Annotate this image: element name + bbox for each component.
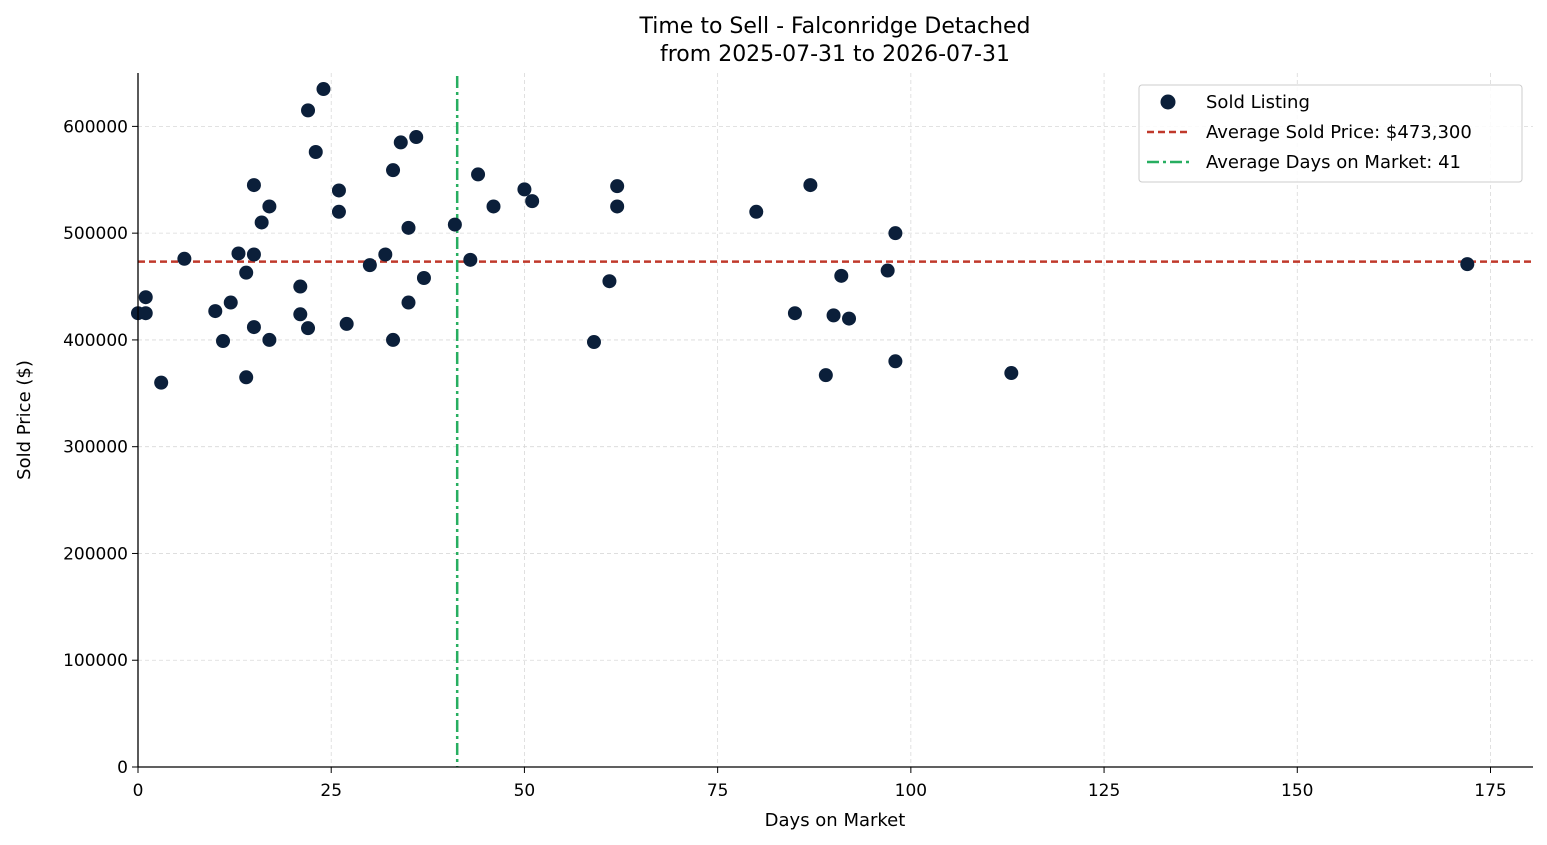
data-point [888, 226, 903, 241]
x-tick-label: 175 [1474, 781, 1506, 801]
y-tick-label: 300000 [63, 438, 128, 458]
data-point [834, 268, 849, 283]
x-tick-label: 125 [1088, 781, 1120, 801]
y-tick-label: 100000 [63, 651, 128, 671]
data-point [293, 307, 308, 322]
data-point [749, 204, 764, 219]
y-tick-label: 600000 [63, 117, 128, 137]
data-point [246, 247, 261, 262]
x-tick-label: 25 [320, 781, 342, 801]
data-point [208, 304, 223, 319]
data-point [262, 199, 277, 214]
data-point [610, 199, 625, 214]
data-point [393, 135, 408, 150]
data-point [301, 321, 316, 336]
data-point [231, 246, 246, 261]
legend-label-avg-price: Average Sold Price: $473,300 [1206, 122, 1472, 143]
data-point [262, 332, 277, 347]
data-point [787, 306, 802, 321]
data-point [177, 251, 192, 266]
x-tick-label: 75 [707, 781, 729, 801]
legend-point-marker [1160, 94, 1176, 110]
legend-label-sold-listing: Sold Listing [1206, 92, 1310, 113]
data-point [386, 332, 401, 347]
data-point [246, 320, 261, 335]
x-axis-label: Days on Market [765, 810, 906, 831]
data-point [602, 274, 617, 289]
data-point [447, 217, 462, 232]
data-point [803, 178, 818, 193]
data-point [308, 145, 323, 160]
data-point [1004, 366, 1019, 381]
data-point [486, 199, 501, 214]
data-point [471, 167, 486, 182]
data-point [331, 204, 346, 219]
data-point [316, 82, 331, 97]
data-point [362, 258, 377, 273]
data-point [239, 265, 254, 280]
data-point [818, 368, 833, 383]
data-point [826, 308, 841, 323]
legend-label-avg-days: Average Days on Market: 41 [1206, 152, 1461, 173]
data-point [339, 316, 354, 331]
data-point [293, 279, 308, 294]
data-point [216, 333, 231, 348]
y-tick-label: 0 [117, 758, 128, 778]
legend-box [1138, 84, 1523, 183]
y-tick-label: 500000 [63, 224, 128, 244]
chart-title: Time to Sell - Falconridge Detached [638, 14, 1030, 39]
data-point [401, 220, 416, 235]
data-point [401, 295, 416, 310]
data-point [1460, 257, 1475, 272]
data-point [525, 194, 540, 209]
data-point [386, 163, 401, 178]
data-point [223, 295, 238, 310]
y-tick-label: 200000 [63, 544, 128, 564]
data-point [138, 306, 153, 321]
data-point [254, 215, 269, 230]
data-point [331, 183, 346, 198]
data-point [378, 247, 393, 262]
x-tick-label: 50 [514, 781, 536, 801]
y-tick-label: 400000 [63, 331, 128, 351]
data-point [301, 103, 316, 118]
data-point [246, 178, 261, 193]
data-point [138, 290, 153, 305]
legend: Sold Listing Average Sold Price: $473,30… [1138, 84, 1523, 183]
chart-subtitle: from 2025-07-31 to 2026-07-31 [660, 42, 1010, 67]
x-tick-label: 0 [133, 781, 144, 801]
data-point [888, 354, 903, 369]
data-point [409, 130, 424, 145]
data-point [610, 179, 625, 194]
tick-labels: 0 25 50 75 100 125 150 175 0 100000 200000 300000 40… [63, 117, 1507, 801]
x-tick-label: 100 [895, 781, 927, 801]
data-point [463, 252, 478, 267]
data-point [239, 370, 254, 385]
data-point [842, 311, 857, 326]
data-point [586, 335, 601, 350]
data-points [131, 82, 1475, 390]
data-point [416, 270, 431, 285]
x-tick-label: 150 [1281, 781, 1313, 801]
y-axis-label: Sold Price ($) [14, 360, 35, 480]
data-point [154, 375, 169, 390]
data-point [517, 182, 532, 197]
data-point [880, 263, 895, 278]
axes [132, 73, 1533, 773]
